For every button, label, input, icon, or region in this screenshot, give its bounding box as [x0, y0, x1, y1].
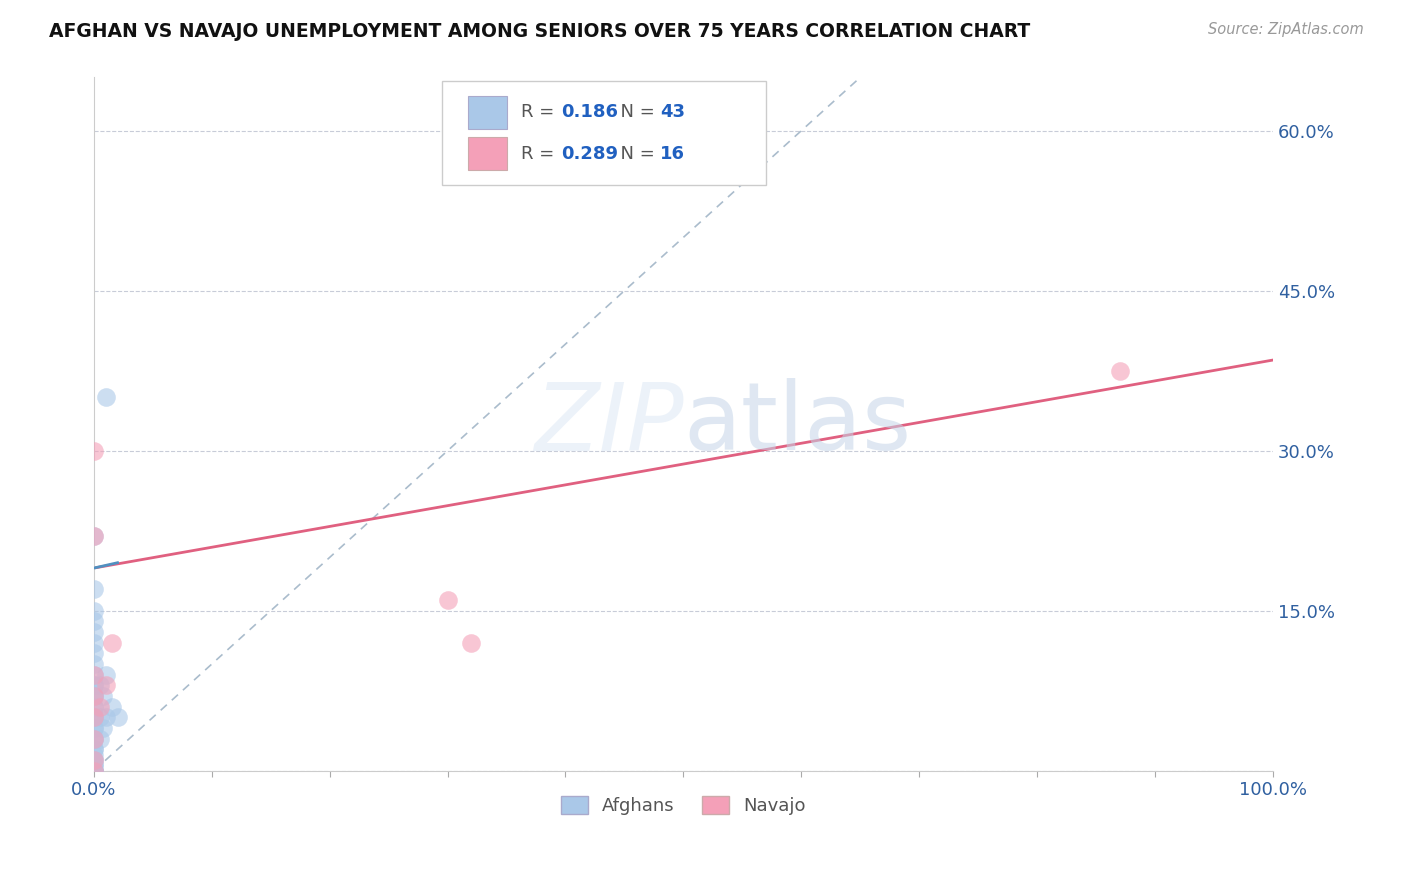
- Text: atlas: atlas: [683, 378, 911, 470]
- Point: [83, 753, 105, 767]
- Text: Source: ZipAtlas.com: Source: ZipAtlas.com: [1208, 22, 1364, 37]
- Point: [83, 699, 105, 714]
- Text: 0.289: 0.289: [561, 145, 617, 162]
- Point: [83, 742, 105, 756]
- Point: [83, 742, 105, 756]
- Point: [93, 721, 115, 735]
- FancyBboxPatch shape: [468, 95, 506, 128]
- Point: [83, 731, 105, 746]
- Point: [100, 636, 122, 650]
- Point: [83, 753, 105, 767]
- Point: [83, 689, 105, 703]
- Text: 16: 16: [659, 145, 685, 162]
- Point: [83, 625, 105, 640]
- Point: [436, 593, 458, 607]
- Point: [83, 667, 105, 681]
- Point: [83, 753, 105, 767]
- Point: [89, 699, 111, 714]
- Point: [83, 764, 105, 778]
- Point: [83, 764, 105, 778]
- Text: N =: N =: [609, 103, 661, 121]
- Point: [89, 710, 111, 724]
- Point: [83, 710, 105, 724]
- Point: [83, 764, 105, 778]
- Point: [83, 764, 105, 778]
- Point: [93, 689, 115, 703]
- Point: [107, 710, 129, 724]
- Point: [83, 721, 105, 735]
- Point: [83, 731, 105, 746]
- Point: [83, 604, 105, 618]
- Point: [89, 731, 111, 746]
- Point: [94, 667, 117, 681]
- Point: [460, 636, 482, 650]
- Point: [83, 667, 105, 681]
- Text: 0.186: 0.186: [561, 103, 617, 121]
- Point: [83, 529, 105, 543]
- Point: [83, 758, 105, 772]
- Text: AFGHAN VS NAVAJO UNEMPLOYMENT AMONG SENIORS OVER 75 YEARS CORRELATION CHART: AFGHAN VS NAVAJO UNEMPLOYMENT AMONG SENI…: [49, 22, 1031, 41]
- Text: R =: R =: [520, 103, 560, 121]
- Point: [83, 764, 105, 778]
- Text: N =: N =: [609, 145, 661, 162]
- Point: [83, 764, 105, 778]
- Text: ZIP: ZIP: [534, 378, 683, 469]
- Point: [83, 529, 105, 543]
- Point: [94, 678, 117, 692]
- Point: [83, 710, 105, 724]
- FancyBboxPatch shape: [468, 137, 506, 170]
- Point: [83, 443, 105, 458]
- Point: [83, 678, 105, 692]
- Text: 43: 43: [659, 103, 685, 121]
- FancyBboxPatch shape: [441, 81, 766, 185]
- Point: [83, 689, 105, 703]
- Point: [83, 689, 105, 703]
- Point: [94, 391, 117, 405]
- Point: [94, 710, 117, 724]
- Point: [83, 636, 105, 650]
- Point: [83, 721, 105, 735]
- Point: [83, 710, 105, 724]
- Point: [1108, 364, 1130, 378]
- Point: [83, 731, 105, 746]
- Legend: Afghans, Navajo: Afghans, Navajo: [551, 787, 815, 824]
- Point: [83, 615, 105, 629]
- Text: R =: R =: [520, 145, 560, 162]
- Point: [89, 678, 111, 692]
- Point: [100, 699, 122, 714]
- Point: [83, 758, 105, 772]
- Point: [83, 646, 105, 660]
- Point: [83, 678, 105, 692]
- Point: [83, 747, 105, 762]
- Point: [83, 699, 105, 714]
- Point: [83, 582, 105, 597]
- Point: [83, 657, 105, 671]
